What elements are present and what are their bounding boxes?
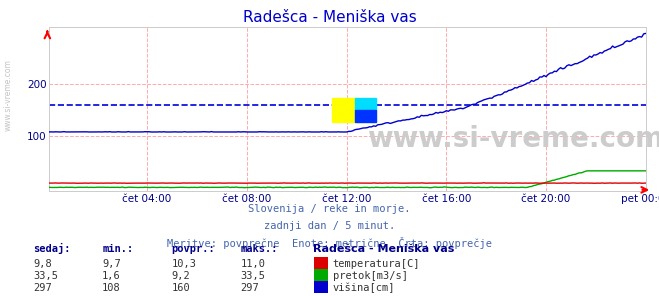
Bar xyxy=(355,98,376,110)
Text: pretok[m3/s]: pretok[m3/s] xyxy=(333,271,408,281)
Text: 33,5: 33,5 xyxy=(241,271,266,281)
Text: 108: 108 xyxy=(102,283,121,293)
Text: temperatura[C]: temperatura[C] xyxy=(333,259,420,269)
Text: 1,6: 1,6 xyxy=(102,271,121,281)
Text: povpr.:: povpr.: xyxy=(171,244,215,254)
Text: min.:: min.: xyxy=(102,244,133,254)
Text: 33,5: 33,5 xyxy=(33,271,58,281)
Text: Slovenija / reke in morje.: Slovenija / reke in morje. xyxy=(248,204,411,214)
Text: 11,0: 11,0 xyxy=(241,259,266,269)
Bar xyxy=(355,110,376,122)
Bar xyxy=(332,98,359,122)
Text: maks.:: maks.: xyxy=(241,244,278,254)
Text: Radešca - Meniška vas: Radešca - Meniška vas xyxy=(243,10,416,25)
Text: Meritve: povprečne  Enote: metrične  Črta: povprečje: Meritve: povprečne Enote: metrične Črta:… xyxy=(167,237,492,249)
Text: Radešca - Meniška vas: Radešca - Meniška vas xyxy=(313,244,455,254)
Text: sedaj:: sedaj: xyxy=(33,243,71,254)
Text: www.si-vreme.com: www.si-vreme.com xyxy=(366,125,659,153)
Text: 297: 297 xyxy=(33,283,51,293)
Text: 9,2: 9,2 xyxy=(171,271,190,281)
Text: zadnji dan / 5 minut.: zadnji dan / 5 minut. xyxy=(264,221,395,231)
Text: 9,8: 9,8 xyxy=(33,259,51,269)
Text: 10,3: 10,3 xyxy=(171,259,196,269)
Text: 297: 297 xyxy=(241,283,259,293)
Text: višina[cm]: višina[cm] xyxy=(333,282,395,293)
Text: 160: 160 xyxy=(171,283,190,293)
Text: 9,7: 9,7 xyxy=(102,259,121,269)
Text: www.si-vreme.com: www.si-vreme.com xyxy=(3,59,13,131)
